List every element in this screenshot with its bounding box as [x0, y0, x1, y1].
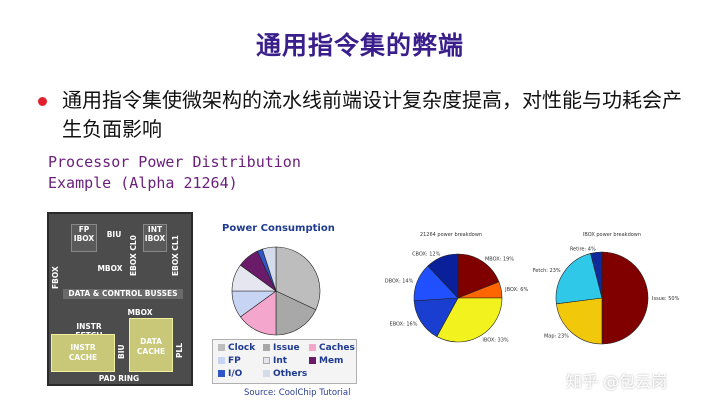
die-block-mbox-mid: MBOX	[127, 308, 153, 317]
legend-swatch	[218, 370, 225, 377]
legend-swatch	[309, 344, 316, 351]
pie-label-ibox: IBOX: 33%	[482, 337, 508, 343]
pie-label-dbox: DBOX: 14%	[385, 278, 414, 284]
power-consumption-pie	[231, 246, 321, 336]
pie-slice-ibox	[436, 297, 503, 343]
pie-slice-cbox	[427, 253, 459, 299]
pie-label-jbox: JBOX: 6%	[504, 287, 528, 293]
subtitle-line-1: Processor Power Distribution	[48, 153, 301, 171]
pie-label-retire: Retire: 4%	[570, 246, 596, 252]
pie-slice-mbox	[457, 253, 500, 299]
power-consumption-title: Power Consumption	[222, 223, 335, 234]
legend-item-mem: Mem	[309, 356, 343, 368]
pie-slice-issue	[275, 290, 317, 336]
power-consumption-legend: Clock Issue Caches FP Int Mem I/O Others	[212, 339, 357, 384]
pie-slice-map	[556, 297, 603, 345]
pie-slice-retire	[590, 251, 603, 299]
die-block-instr-cache: INSTR CACHE	[51, 334, 115, 372]
pie-label-map: Map: 23%	[544, 334, 569, 340]
die-block-int-ibox: INT IBOX	[143, 224, 167, 252]
die-block-biu-side: BIU	[117, 344, 126, 360]
die-block-busses: DATA & CONTROL BUSSES	[63, 289, 183, 299]
pie-label-ebox: EBOX: 16%	[390, 322, 418, 328]
ibox-power-breakdown-chart: IBOX power breakdown Issue: 50% Map: 23% F…	[533, 232, 680, 345]
legend-item-fp: FP	[218, 356, 241, 368]
die-block-instr-fetch: INSTR FETCH	[75, 322, 102, 340]
die-block-pll: PLL	[175, 342, 184, 358]
pie-label-mbox: MBOX: 19%	[485, 256, 514, 262]
legend-item-int: Int	[263, 356, 287, 368]
die-block-pad-ring: PAD RING	[98, 374, 140, 383]
bullet-dot-icon	[38, 97, 47, 106]
die-block-data-cache: DATA CACHE	[129, 318, 173, 372]
pie-label-cbox: CBOX: 12%	[412, 251, 441, 257]
legend-swatch	[309, 357, 316, 364]
processor-subtitle: Processor Power Distribution Example (Al…	[48, 152, 328, 194]
pie-slice-fetch	[555, 253, 603, 305]
pie-slice-ebox	[413, 297, 459, 337]
die-block-mbox-top: MBOX	[97, 264, 123, 273]
legend-item-others: Others	[263, 369, 307, 381]
pie-label-fetch: Fetch: 23%	[533, 268, 561, 274]
legend-swatch	[263, 370, 270, 377]
die-block-ebox-cl0: EBOX CL0	[129, 235, 138, 277]
slide-title: 通用指令集的弊端	[255, 31, 464, 60]
die-block-biu: BIU	[106, 230, 122, 239]
bullet-text: 通用指令集使微架构的流水线前端设计复杂度提高，对性能与功耗会产生负面影响	[62, 88, 682, 141]
pie-slice-clock	[275, 246, 321, 311]
ibox-breakdown-title: IBOX power breakdown	[583, 232, 641, 238]
legend-swatch	[218, 344, 225, 351]
die-photo: FP IBOX BIU INT IBOX FBOX MBOX EBOX CL0 …	[47, 212, 193, 386]
legend-item-io: I/O	[218, 369, 242, 381]
legend-item-issue: Issue	[263, 343, 300, 355]
source-caption: Source: CoolChip Tutorial	[244, 388, 351, 398]
watermark: 知乎 @包云岗	[566, 372, 668, 391]
chip-power-breakdown-chart: 21264 power breakdown MBOX: 19% JBOX: 6% I…	[385, 232, 529, 343]
subtitle-line-2: Example (Alpha 21264)	[48, 174, 238, 192]
legend-swatch	[218, 357, 225, 364]
legend-swatch	[263, 357, 270, 364]
chip-breakdown-title: 21264 power breakdown	[420, 232, 482, 238]
die-block-ebox-cl1: EBOX CL1	[171, 235, 180, 277]
pie-slice-others	[262, 246, 277, 292]
legend-swatch	[263, 344, 270, 351]
pie-slice-issue	[601, 251, 649, 345]
pie-label-issue: Issue: 50%	[652, 296, 680, 302]
die-block-fp-ibox: FP IBOX	[71, 224, 97, 252]
die-block-fbox: FBOX	[51, 266, 60, 290]
legend-item-caches: Caches	[309, 343, 355, 355]
legend-item-clock: Clock	[218, 343, 255, 355]
